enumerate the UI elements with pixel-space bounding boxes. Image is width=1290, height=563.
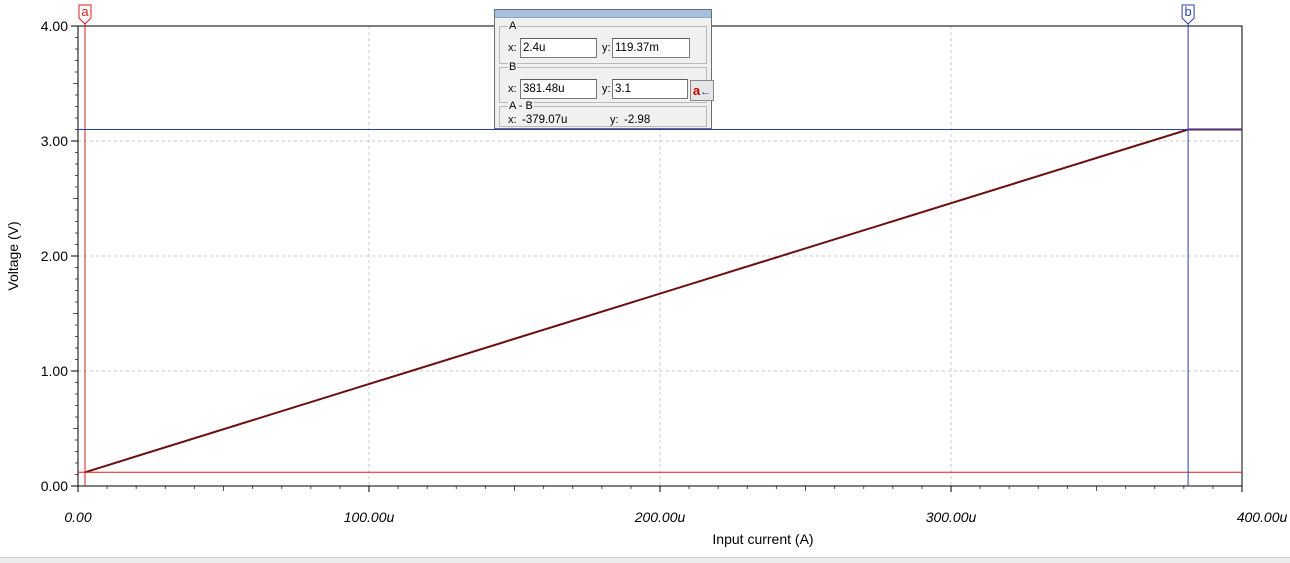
cursor-diff-group-label: A - B <box>508 100 534 112</box>
cursor-b-flag[interactable] <box>1181 4 1195 25</box>
cursor-diff-x-value: -379.07u <box>522 114 568 126</box>
x-tick-label: 400.00u <box>1237 509 1288 525</box>
cursor-a-group: A x: 2.4u y: 119.37m <box>499 20 707 64</box>
cursor-b-x-field[interactable]: 381.48u <box>520 79 597 99</box>
x-tick-label: 0.00 <box>64 509 91 525</box>
series-0-line <box>84 128 1242 474</box>
y-tick-label: 3.00 <box>41 133 68 149</box>
cursor-a-flag[interactable] <box>78 4 92 25</box>
status-strip <box>0 557 1290 563</box>
cursor-readout-panel[interactable]: A x: 2.4u y: 119.37m B x: 381.48u y: 3.1… <box>494 9 714 129</box>
y-axis-title: Voltage (V) <box>5 221 21 290</box>
arrow-left-icon: ← <box>700 86 712 98</box>
cursor-diff-y-label: y: <box>610 114 619 126</box>
cursor-b-y-label: y: <box>602 83 611 95</box>
series-layer <box>84 128 1243 474</box>
cursor-a-group-label: A <box>508 20 518 32</box>
swap-button-letter: a <box>692 83 701 98</box>
cursor-diff-x-label: x: <box>508 114 517 126</box>
x-axis-title: Input current (A) <box>712 531 813 547</box>
cursor-a-x-label: x: <box>508 42 517 54</box>
cursor-b-group-label: B <box>508 61 518 73</box>
cursor-a-y-label: y: <box>602 42 611 54</box>
cursor-b-group: B x: 381.48u y: 3.1 a← <box>499 61 714 103</box>
x-tick-label: 200.00u <box>634 509 686 525</box>
panel-titlebar[interactable] <box>495 10 711 18</box>
cursor-diff-group: A - B x: -379.07u y: -2.98 <box>499 100 707 127</box>
cursor-a-y-field[interactable]: 119.37m <box>612 38 690 58</box>
cursor-b-x-label: x: <box>508 83 517 95</box>
cursor-a-x-field[interactable]: 2.4u <box>520 38 597 58</box>
y-tick-label: 1.00 <box>41 363 68 379</box>
cursor-b-flag-label: b <box>1184 4 1191 19</box>
cursor-diff-y-value: -2.98 <box>624 114 651 126</box>
cursor-a-flag-label: a <box>81 4 89 19</box>
tick-layer: 0.00 100.00u 200.00u 300.00u 400.00u 0.00 1.00… <box>41 18 1288 525</box>
cursor-b-y-field[interactable]: 3.1 <box>612 79 688 99</box>
x-tick-label: 100.00u <box>344 509 395 525</box>
y-tick-label: 2.00 <box>41 248 68 264</box>
y-tick-label: 4.00 <box>41 18 68 34</box>
cursor-swap-button[interactable]: a← <box>690 80 714 101</box>
grid-layer <box>78 26 1242 486</box>
x-tick-label: 300.00u <box>926 509 977 525</box>
y-tick-label: 0.00 <box>41 478 68 494</box>
